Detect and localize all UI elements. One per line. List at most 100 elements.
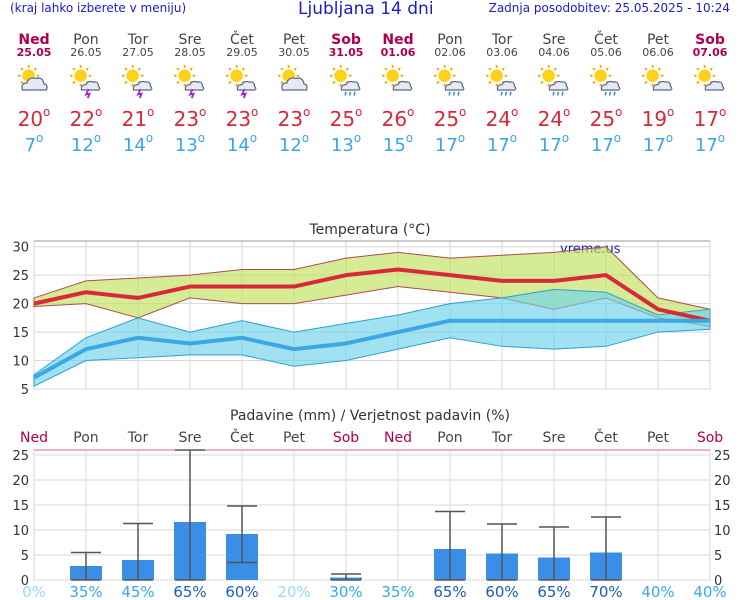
header: (kraj lahko izberete v meniju) Ljubljana…: [0, 0, 740, 22]
day-date: 31.05: [328, 46, 364, 59]
precip-day-label: Pon: [73, 430, 98, 446]
min-temp-line: [33, 318, 710, 380]
day-column: Sre 04.06 24o 17o: [528, 32, 580, 156]
day-name: Pet: [282, 32, 306, 48]
precip-y-tick-left: 20: [12, 474, 29, 489]
day-column: Čet 05.06 25o 17o: [580, 32, 632, 156]
precip-probability: 60%: [485, 583, 518, 600]
precip-day-label: Čet: [594, 428, 618, 446]
precip-day-label: Pon: [437, 430, 462, 446]
precip-probability: 0%: [22, 583, 46, 600]
precip-day-label: Pet: [647, 430, 670, 446]
precip-probability: 30%: [329, 583, 362, 600]
temp-chart-title: Temperatura (°C): [308, 222, 430, 238]
day-name: Čet: [594, 32, 618, 48]
daily-forecast: Ned 25.05 20o 7o Pon 26.05 22o 12o Tor 27.05 21o 14…: [8, 32, 736, 172]
precip-probability: 35%: [69, 583, 102, 600]
day-name: Čet: [230, 32, 254, 48]
day-date: 26.05: [70, 46, 102, 59]
min-temp: 15o: [382, 131, 414, 156]
precip-probability: 45%: [121, 583, 154, 600]
day-column: Pet 06.06 19o 17o: [632, 32, 684, 156]
sun-rain-icon: [537, 65, 569, 96]
day-column: Tor 03.06 24o 17o: [476, 32, 528, 156]
day-date: 30.05: [278, 46, 310, 59]
sun-cloud-icon: [381, 65, 413, 91]
day-name: Tor: [491, 32, 513, 48]
day-name: Ned: [18, 32, 50, 48]
day-name: Pon: [73, 32, 99, 48]
max-temp: 24o: [537, 105, 571, 131]
day-name: Pet: [646, 32, 670, 48]
min-temp: 17o: [590, 131, 622, 156]
precip-probability: 40%: [693, 583, 726, 600]
day-column: Sre 28.05 23o 13o: [164, 32, 216, 156]
min-temp: 12o: [278, 131, 310, 156]
precip-day-label: Tor: [491, 430, 513, 446]
day-date: 05.06: [590, 46, 622, 59]
temp-y-tick: 10: [12, 355, 29, 370]
sun-thunderstorm-icon: [225, 65, 257, 99]
day-column: Tor 27.05 21o 14o: [112, 32, 164, 156]
min-temp: 17o: [642, 131, 674, 156]
precip-probability: 20%: [277, 583, 310, 600]
min-temp: 17o: [486, 131, 518, 156]
sun-cloud-icon: [641, 65, 673, 91]
precip-y-tick-right: 5: [714, 549, 722, 564]
sun-thunderstorm-icon: [69, 65, 101, 99]
precip-probability: 40%: [641, 583, 674, 600]
temp-y-tick: 15: [12, 326, 29, 341]
sun-rain-icon: [485, 65, 517, 96]
max-temp: 25o: [589, 105, 623, 131]
sun-thunderstorm-icon: [121, 65, 153, 99]
day-column: Pon 02.06 25o 17o: [424, 32, 476, 156]
day-name: Pon: [437, 32, 463, 48]
day-name: Sob: [695, 32, 725, 48]
day-date: 29.05: [226, 46, 258, 59]
max-temp-line: [33, 267, 711, 323]
min-temp: 14o: [226, 131, 258, 156]
day-date: 27.05: [122, 46, 154, 59]
max-temp: 26o: [381, 105, 415, 131]
precip-day-label: Ned: [20, 430, 48, 446]
precip-y-tick-right: 20: [714, 474, 731, 489]
location-menu-hint[interactable]: (kraj lahko izberete v meniju): [10, 1, 187, 15]
max-temp: 21o: [121, 105, 155, 131]
day-name: Sob: [331, 32, 361, 48]
sun-thunderstorm-icon: [173, 65, 205, 99]
precip-y-tick-left: 10: [12, 524, 29, 539]
precip-y-tick-right: 0: [714, 574, 722, 589]
precip-y-tick-left: 0: [21, 574, 29, 589]
precip-day-label: Čet: [230, 428, 254, 446]
day-name: Sre: [542, 32, 566, 48]
temp-y-tick: 30: [12, 241, 29, 256]
day-date: 02.06: [434, 46, 466, 59]
precip-day-label: Tor: [127, 430, 149, 446]
precip-y-tick-right: 10: [714, 524, 731, 539]
day-date: 28.05: [174, 46, 206, 59]
min-temp: 12o: [70, 131, 102, 156]
min-temp: 17o: [694, 131, 726, 156]
precip-probability: 65%: [173, 583, 206, 600]
precip-probability: 60%: [225, 583, 258, 600]
precip-chart-title: Padavine (mm) / Verjetnost padavin (%): [230, 408, 510, 424]
day-name: Sre: [178, 32, 202, 48]
precip-y-tick-right: 25: [714, 449, 731, 464]
temp-y-tick: 25: [12, 269, 29, 284]
day-date: 01.06: [380, 46, 416, 59]
precip-y-tick-left: 15: [12, 499, 29, 514]
max-temp: 23o: [225, 105, 259, 131]
precip-day-label: Ned: [384, 430, 412, 446]
cloud-sun-icon: [277, 65, 308, 91]
day-column: Pon 26.05 22o 12o: [60, 32, 112, 156]
sun-rain-icon: [329, 65, 361, 96]
precip-day-label: Sob: [697, 430, 723, 446]
day-date: 03.06: [486, 46, 518, 59]
precip-y-tick-left: 25: [12, 449, 29, 464]
sun-rain-icon: [589, 65, 621, 96]
day-name: Ned: [382, 32, 414, 48]
precip-probability: 65%: [537, 583, 570, 600]
day-date: 04.06: [538, 46, 570, 59]
sun-cloud-icon: [693, 65, 725, 91]
precip-probability: 70%: [589, 583, 622, 600]
